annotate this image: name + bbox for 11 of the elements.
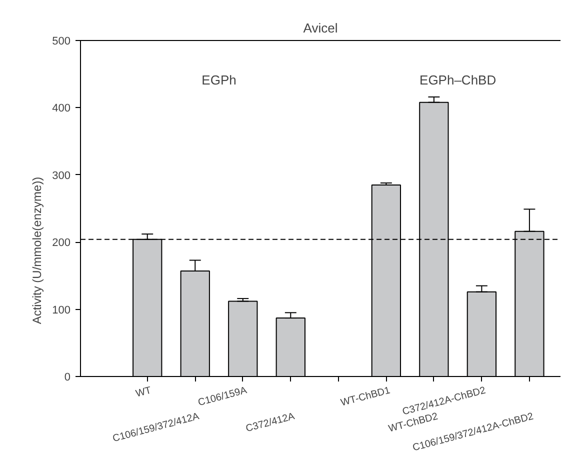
- y-tick-label: 500: [52, 36, 71, 48]
- annotation: EGPh–ChBD: [420, 72, 496, 88]
- y-tick-label: 0: [64, 372, 71, 384]
- y-tick-label: 100: [52, 304, 71, 316]
- y-tick-label: 300: [52, 170, 71, 182]
- y-axis-title: Activity (U/mmole(enzyme)): [30, 176, 44, 324]
- chart-title: Avicel: [303, 20, 338, 36]
- y-tick-label: 400: [52, 102, 71, 115]
- y-tick-label: 200: [52, 237, 71, 250]
- annotation: EGPh: [202, 72, 236, 88]
- x-tick-label: WT: [134, 385, 153, 400]
